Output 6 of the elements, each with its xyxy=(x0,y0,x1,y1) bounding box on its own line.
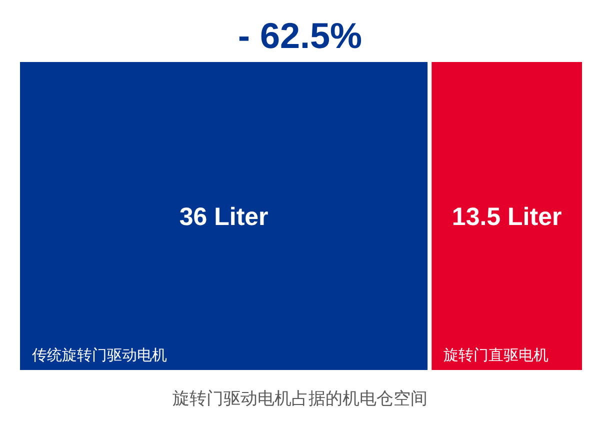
data-label: 13.5 Liter xyxy=(452,203,562,231)
data-label: 36 Liter xyxy=(179,203,269,231)
series-label: 传统旋转门驱动电机 xyxy=(32,347,167,364)
chart-title: - 62.5% xyxy=(238,15,362,56)
x-axis-title: 旋转门驱动电机占据的机电仓空间 xyxy=(172,389,428,408)
series-label: 旋转门直驱电机 xyxy=(444,347,549,364)
